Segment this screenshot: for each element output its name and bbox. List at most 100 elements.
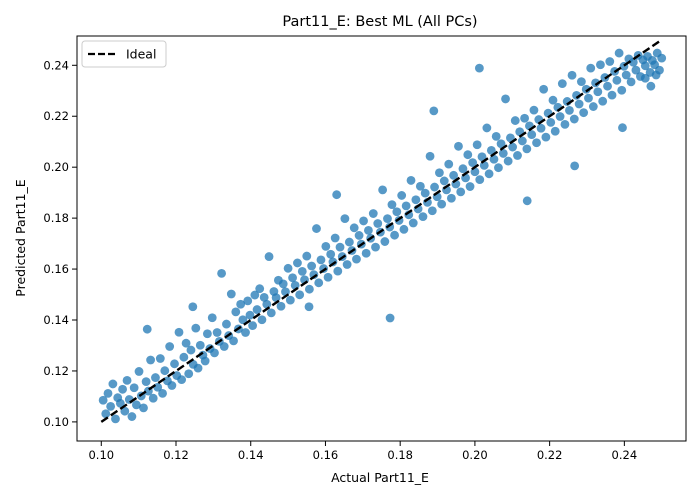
- scatter-point: [330, 233, 340, 243]
- scatter-point: [411, 195, 421, 205]
- axes-frame: [76, 35, 687, 442]
- scatter-point: [576, 77, 586, 86]
- scatter-point: [288, 273, 297, 283]
- scatter-point: [618, 123, 627, 133]
- scatter-point: [255, 284, 265, 294]
- scatter-point: [546, 117, 556, 127]
- y-tick-label: 0.18: [43, 211, 69, 225]
- scatter-point: [449, 170, 459, 180]
- scatter-point: [584, 93, 593, 103]
- scatter-point: [195, 340, 205, 350]
- scatter-point: [146, 355, 156, 365]
- y-axis-ticks: 0.10 0.12 0.14 0.16 0.18 0.20 0.22 0.24: [43, 58, 77, 429]
- scatter-point: [122, 375, 132, 385]
- scatter-point: [385, 313, 395, 323]
- scatter-point: [517, 136, 527, 146]
- scatter-point: [472, 140, 482, 150]
- x-tick-label: 0.22: [537, 448, 563, 462]
- scatter-point: [165, 342, 175, 351]
- legend-ideal-label: Ideal: [126, 47, 156, 62]
- scatter-point: [101, 409, 111, 419]
- scatter-point: [155, 354, 165, 363]
- scatter-point: [98, 395, 108, 405]
- scatter-point: [574, 99, 584, 109]
- scatter-point: [420, 188, 430, 198]
- scatter-point: [243, 296, 253, 306]
- scatter-point: [468, 158, 478, 167]
- scatter-point: [465, 182, 475, 191]
- scatter-point: [463, 150, 473, 160]
- scatter-point: [437, 199, 447, 209]
- scatter-point: [352, 254, 361, 264]
- scatter-point: [503, 156, 513, 166]
- scatter-point: [212, 328, 222, 337]
- scatter-point: [439, 176, 449, 186]
- scatter-point: [316, 255, 326, 265]
- scatter-point: [158, 388, 167, 398]
- scatter-point: [371, 242, 380, 252]
- y-axis-label: Predicted Part11_E: [13, 179, 28, 296]
- scatter-point: [200, 356, 210, 366]
- scatter-point: [456, 187, 466, 197]
- scatter-point: [349, 223, 359, 233]
- scatter-point: [219, 342, 229, 351]
- x-tick-label: 0.20: [462, 448, 488, 462]
- scatter-point: [640, 61, 650, 71]
- scatter-point: [581, 84, 591, 94]
- scatter-point: [475, 175, 485, 185]
- scatter-point: [142, 324, 152, 334]
- scatter-point: [527, 130, 537, 139]
- scatter-point: [614, 48, 624, 58]
- scatter-point: [127, 412, 137, 421]
- scatter-point: [262, 299, 272, 309]
- scatter-point: [539, 84, 549, 94]
- scatter-point: [626, 77, 636, 87]
- scatter-point: [444, 159, 454, 169]
- scatter-point: [631, 65, 641, 75]
- scatter-point: [115, 398, 125, 408]
- scatter-point: [458, 164, 468, 174]
- scatter-point: [304, 302, 314, 312]
- scatter-point: [401, 201, 411, 211]
- scatter-point: [312, 224, 321, 233]
- scatter-point: [657, 53, 667, 63]
- scatter-point: [120, 406, 130, 416]
- scatter-point: [494, 163, 503, 173]
- scatter-point: [285, 295, 295, 305]
- scatter-point: [229, 336, 238, 346]
- scatter-point: [193, 363, 203, 373]
- scatter-point: [257, 315, 267, 325]
- scatter-point: [179, 352, 189, 362]
- scatter-point: [335, 242, 345, 252]
- scatter-point: [361, 248, 371, 258]
- scatter-point: [591, 78, 600, 88]
- scatter-point: [151, 373, 160, 382]
- scatter-point: [174, 327, 184, 337]
- scatter-point: [141, 377, 151, 387]
- scatter-point: [359, 216, 368, 226]
- scatter-point: [640, 73, 650, 83]
- scatter-point: [560, 119, 570, 129]
- scatter-point: [501, 94, 510, 104]
- scatter-point: [612, 75, 622, 85]
- scatter-point: [536, 123, 546, 133]
- x-tick-label: 0.18: [387, 448, 413, 462]
- scatter-point: [418, 212, 428, 221]
- scatter-point: [259, 292, 269, 302]
- scatter-point: [307, 261, 317, 271]
- scatter-point: [548, 95, 558, 105]
- scatter-point: [491, 131, 501, 141]
- scatter-point: [429, 106, 439, 116]
- scatter-point: [170, 359, 179, 369]
- scatter-point: [588, 102, 598, 111]
- scatter-point: [264, 252, 274, 261]
- scatter-point: [567, 70, 577, 80]
- scatter-point: [415, 181, 425, 191]
- scatter-point: [134, 367, 144, 376]
- scatter-point: [241, 328, 250, 337]
- y-tick-label: 0.22: [43, 109, 69, 123]
- scatter-point: [177, 375, 187, 385]
- scatter-point: [132, 400, 141, 410]
- y-tick-label: 0.12: [43, 364, 69, 378]
- scatter-point: [596, 60, 605, 70]
